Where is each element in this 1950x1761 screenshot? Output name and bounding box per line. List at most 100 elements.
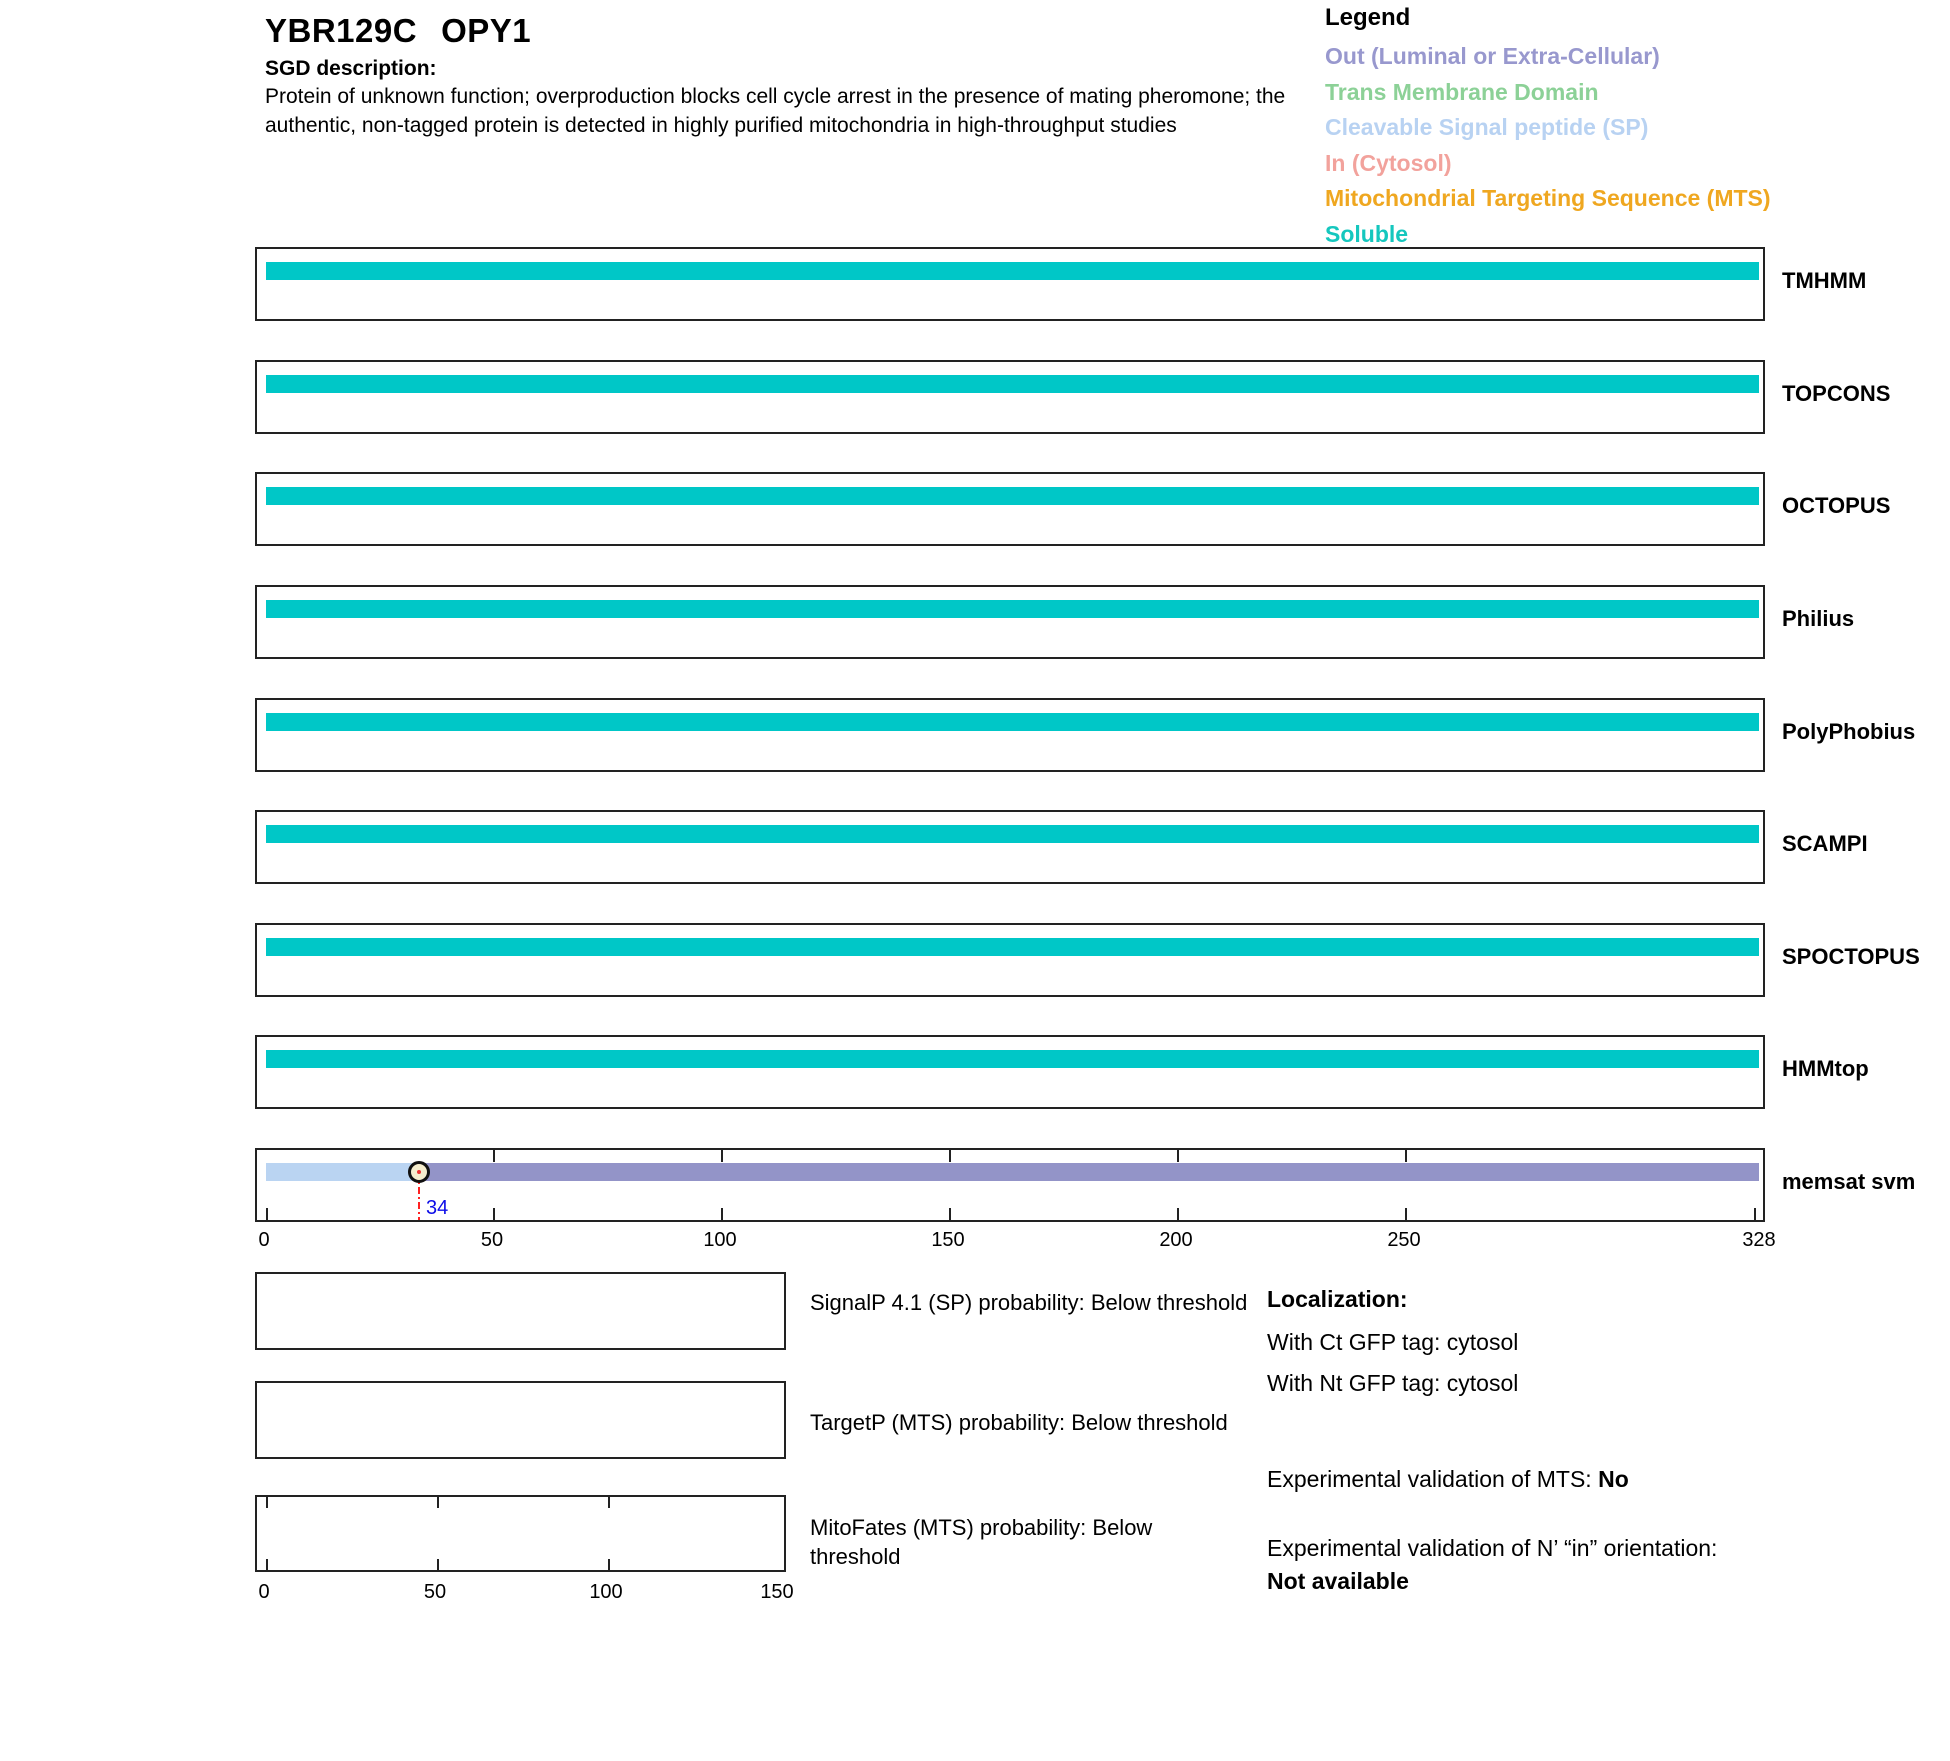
track-row-polyphobius: PolyPhobius [255,698,1950,772]
axis-tick [493,1150,495,1162]
mts-validation-value: No [1598,1466,1629,1492]
track-row-spoctopus: SPOCTOPUS [255,923,1950,997]
mitofates-plot-box [255,1495,786,1572]
legend: Legend Out (Luminal or Extra-Cellular) T… [1325,4,1771,252]
track-label: HMMtop [1782,1056,1869,1081]
axis-tick [266,1497,268,1508]
track-row-octopus: OCTOPUS [255,472,1950,546]
legend-item-out: Out (Luminal or Extra-Cellular) [1325,43,1660,69]
axis-tick [1405,1208,1407,1220]
legend-item-mts: Mitochondrial Targeting Sequence (MTS) [1325,185,1771,211]
soluble-span-bar [266,487,1759,505]
track-plot-box [255,698,1765,772]
axis-tick [1405,1150,1407,1162]
soluble-span-bar [266,1050,1759,1068]
soluble-span-bar [266,825,1759,843]
sgd-description-text: Protein of unknown function; overproduct… [265,85,1286,137]
axis-tick-label: 150 [931,1229,965,1251]
axis-tick [266,1559,268,1570]
track-label: SPOCTOPUS [1782,944,1920,969]
axis-tick [437,1497,439,1508]
signalp-plot-label: SignalP 4.1 (SP) probability: Below thre… [810,1290,1248,1315]
page-title: YBR129C OPY1 [265,12,531,50]
track-label: TOPCONS [1782,381,1891,406]
axis-tick [949,1208,951,1220]
soluble-span-bar [266,938,1759,956]
track-row-hmmtop: HMMtop [255,1035,1950,1109]
orientation-validation-value: Not available [1267,1568,1409,1594]
mts-validation-line: Experimental validation of MTS: No [1267,1466,1629,1493]
soluble-span-bar [266,600,1759,618]
axis-tick [493,1208,495,1220]
axis-tick [1754,1208,1756,1220]
track-row-memsat-svm: 34 memsat svm [255,1148,1950,1222]
axis-tick-label: 0 [258,1581,270,1603]
marker-dashed-line [418,1172,420,1220]
track-label: memsat svm [1782,1169,1916,1194]
signal-peptide-segment [266,1163,421,1181]
nt-gfp-localization: With Nt GFP tag: cytosol [1267,1370,1519,1396]
track-plot-box [255,360,1765,434]
gene-id: YBR129C [265,12,418,49]
track-label: TMHMM [1782,268,1867,293]
track-plot-box [255,247,1765,321]
track-plot-box [255,923,1765,997]
axis-tick [1177,1150,1179,1162]
axis-tick [721,1150,723,1162]
track-row-tmhmm: TMHMM [255,247,1950,321]
track-plot-box [255,585,1765,659]
legend-item-sp: Cleavable Signal peptide (SP) [1325,114,1649,140]
track-plot-box [255,810,1765,884]
axis-tick-label: 200 [1159,1229,1193,1251]
track-label: SCAMPI [1782,831,1868,856]
topology-marker [408,1161,430,1183]
track-label: Philius [1782,606,1855,631]
signalp-plot-box [255,1272,786,1350]
axis-tick-label: 0 [258,1229,270,1251]
out-segment [421,1163,1759,1181]
track-plot-box [255,1035,1765,1109]
axis-tick [608,1497,610,1508]
gene-name: OPY1 [441,12,532,49]
soluble-span-bar [266,375,1759,393]
axis-tick-label: 328 [1742,1229,1776,1251]
legend-item-soluble: Soluble [1325,220,1409,247]
axis-tick [608,1559,610,1570]
track-row-philius: Philius [255,585,1950,659]
track-row-topcons: TOPCONS [255,360,1950,434]
track-plot-box: 34 [255,1148,1765,1222]
soluble-span-bar [266,713,1759,731]
axis-tick-label: 100 [703,1229,737,1251]
marker-position-value: 34 [426,1197,449,1219]
axis-tick [949,1150,951,1162]
orientation-validation-label: Experimental validation of N’ “in” orien… [1267,1535,1718,1561]
memsat-axis: 0 50 100 150 200 250 328 [0,1229,1950,1255]
legend-item-tm: Trans Membrane Domain [1325,78,1599,105]
sgd-description-heading: SGD description: [265,57,437,80]
axis-tick-label: 50 [423,1581,447,1603]
soluble-span-bar [266,262,1759,280]
axis-tick [1177,1208,1179,1220]
track-plot-box [255,472,1765,546]
topology-marker-dot [417,1170,421,1174]
ct-gfp-localization: With Ct GFP tag: cytosol [1267,1329,1519,1355]
axis-tick-label: 150 [760,1581,794,1603]
axis-tick-label: 250 [1387,1229,1421,1251]
mts-validation-label: Experimental validation of MTS: [1267,1466,1599,1492]
axis-tick-label: 100 [589,1581,623,1603]
orientation-validation-line: Experimental validation of N’ “in” orien… [1267,1532,1737,1598]
legend-item-in: In (Cytosol) [1325,149,1452,176]
axis-tick [266,1208,268,1220]
targetp-plot-box [255,1381,786,1459]
legend-title: Legend [1325,4,1411,31]
axis-tick [437,1559,439,1570]
track-label: PolyPhobius [1782,719,1916,744]
track-row-scampi: SCAMPI [255,810,1950,884]
track-label: OCTOPUS [1782,493,1891,518]
targetp-plot-label: TargetP (MTS) probability: Below thresho… [810,1410,1228,1435]
mitofates-plot-label: MitoFates (MTS) probability: Below thres… [810,1515,1153,1569]
axis-tick-label: 50 [480,1229,504,1251]
localization-heading: Localization: [1267,1286,1408,1312]
axis-tick [721,1208,723,1220]
mitofates-axis: 0 50 100 150 [0,1581,1950,1607]
